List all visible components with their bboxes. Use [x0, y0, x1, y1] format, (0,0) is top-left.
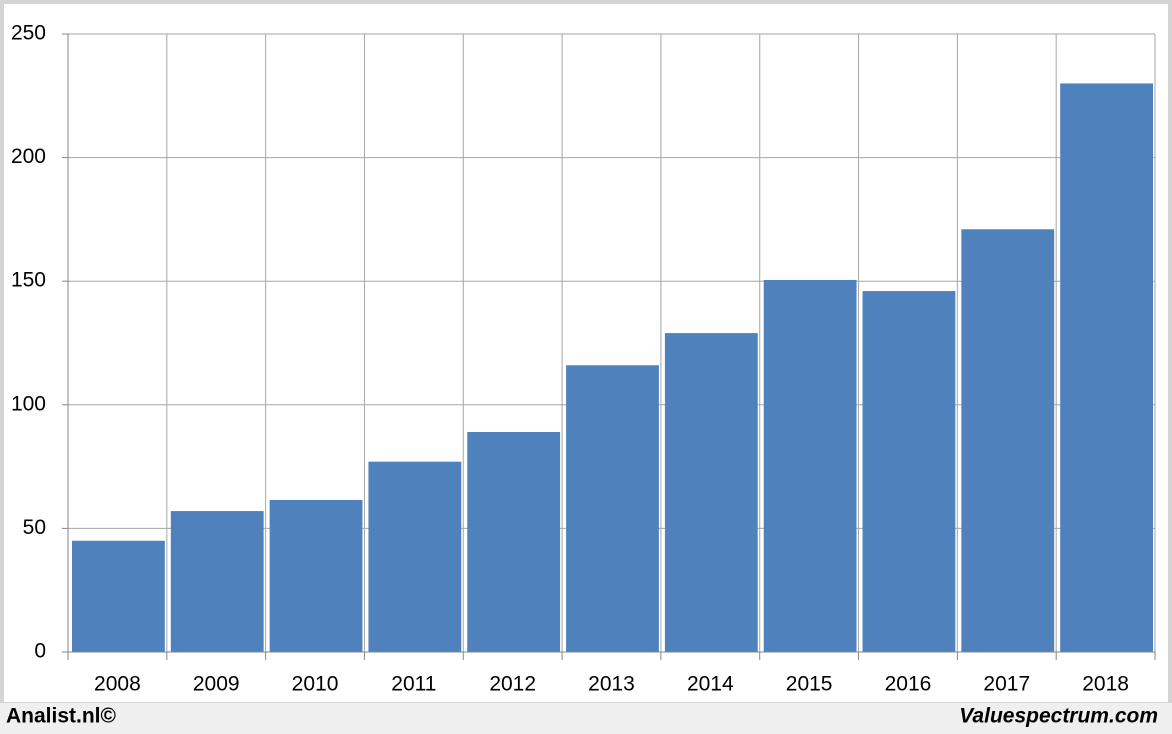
footer-right: Valuespectrum.com	[959, 705, 1158, 728]
footer-background	[0, 703, 1172, 734]
bar	[467, 431, 561, 652]
bar	[368, 461, 462, 652]
bar	[269, 499, 363, 652]
y-tick-label: 0	[34, 640, 46, 663]
x-tick-label: 2018	[1082, 673, 1129, 696]
bar	[961, 229, 1055, 652]
y-tick-label: 150	[11, 269, 46, 292]
x-tick-label: 2014	[687, 673, 734, 696]
x-tick-label: 2011	[391, 673, 436, 696]
bar	[72, 540, 165, 652]
bar	[862, 291, 956, 652]
footer-left: Analist.nl©	[6, 705, 117, 728]
y-tick-label: 50	[23, 516, 46, 539]
bar	[1060, 83, 1153, 652]
x-tick-label: 2008	[94, 673, 141, 696]
y-tick-label: 100	[11, 392, 46, 415]
x-tick-label: 2009	[193, 673, 240, 696]
x-tick-label: 2013	[588, 673, 635, 696]
y-tick-label: 250	[11, 22, 46, 45]
x-tick-label: 2012	[489, 673, 536, 696]
bar	[763, 279, 857, 652]
x-tick-label: 2016	[885, 673, 932, 696]
bar	[170, 511, 264, 652]
bar	[664, 333, 758, 652]
x-tick-label: 2010	[292, 673, 339, 696]
x-tick-label: 2015	[786, 673, 833, 696]
bar	[566, 365, 659, 652]
x-tick-label: 2017	[983, 673, 1030, 696]
y-tick-label: 200	[11, 145, 46, 168]
